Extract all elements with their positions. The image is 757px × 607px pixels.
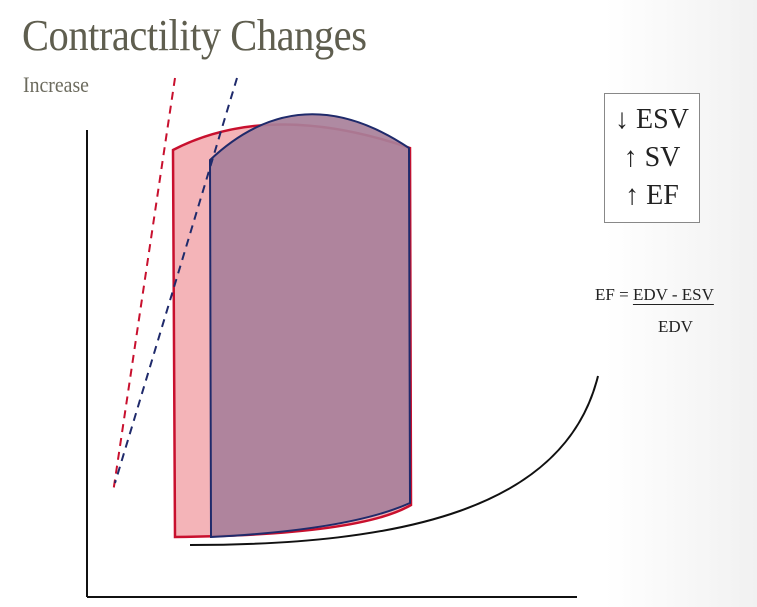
effects-box: ↓ ESV ↑ SV ↑ EF xyxy=(604,93,700,223)
ef-increase: ↑ EF xyxy=(625,180,679,211)
esv-decrease: ↓ ESV xyxy=(615,104,689,135)
slide-subtitle: Increase xyxy=(23,72,89,97)
increased-contractility-pv-loop xyxy=(208,113,412,539)
formula-lhs: EF = xyxy=(595,285,633,304)
formula-numerator: EDV - ESV xyxy=(632,285,714,304)
baseline-espvr-dashed-line xyxy=(112,77,176,494)
formula-denominator: EDV xyxy=(658,317,693,336)
slide-title: Contractility Changes xyxy=(22,11,367,60)
increased-espvr-dashed-line xyxy=(114,77,238,484)
sv-increase: ↑ SV xyxy=(623,142,681,173)
ef-formula: EF = EDV - ESV EDV xyxy=(595,285,714,336)
edpvr-curve xyxy=(189,375,599,546)
